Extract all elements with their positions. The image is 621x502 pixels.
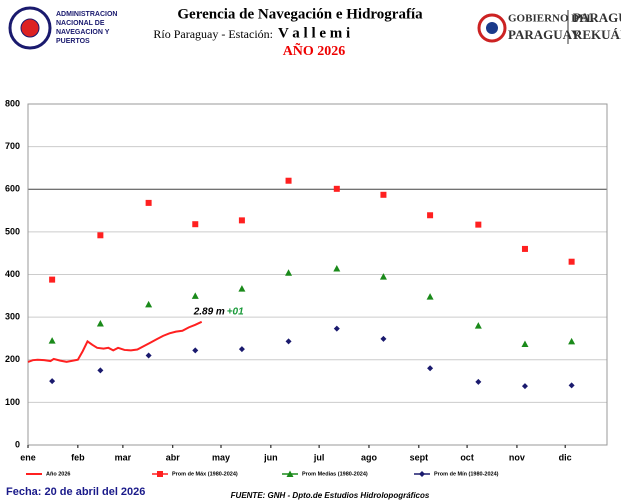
data-point	[521, 245, 528, 252]
legend-label: Prom Medias (1980-2024)	[302, 471, 368, 477]
data-point	[48, 337, 56, 344]
data-point	[238, 217, 245, 224]
station: V a l l e m i	[278, 25, 350, 41]
x-tick-label: nov	[509, 452, 525, 462]
gov-text: PARAGUAY	[508, 27, 581, 42]
x-tick-label: ago	[361, 452, 378, 462]
agency-text: Navegacion y	[56, 29, 110, 36]
data-point	[568, 382, 575, 389]
data-point	[568, 258, 575, 265]
x-tick-label: jun	[263, 452, 278, 462]
data-point	[333, 265, 341, 272]
data-point	[426, 293, 434, 300]
data-point	[568, 337, 576, 345]
x-tick-label: abr	[166, 452, 181, 462]
data-point	[191, 292, 199, 299]
legend-marker	[419, 471, 425, 477]
x-tick-label: oct	[460, 452, 474, 462]
y-tick-label: 200	[5, 354, 20, 364]
y-tick-label: 0	[15, 439, 20, 449]
legend-marker	[157, 471, 163, 477]
data-point	[475, 378, 482, 385]
x-tick-label: jul	[313, 452, 325, 462]
y-tick-label: 500	[5, 226, 20, 236]
data-point	[333, 325, 340, 332]
date: Fecha: 20 de abril del 2026	[6, 486, 145, 498]
x-tick-label: dic	[559, 452, 572, 462]
data-point	[238, 285, 246, 292]
data-point	[521, 383, 528, 390]
y-tick-label: 800	[5, 98, 20, 108]
data-point	[96, 320, 104, 327]
data-point	[192, 347, 199, 354]
agency-text: Administracion	[56, 11, 117, 18]
legend-label: Prom de Máx (1980-2024)	[172, 471, 238, 477]
data-point	[380, 191, 387, 198]
gov-text: REKUÁI	[573, 27, 621, 42]
data-point	[379, 273, 387, 280]
gov-text: PARAGUÁI	[573, 10, 621, 25]
agency-logo-core	[20, 18, 40, 38]
data-point	[285, 338, 292, 345]
data-point	[333, 185, 340, 192]
title: Gerencia de Navegación e Hidrografía	[177, 6, 423, 22]
agency-text: Puertos	[56, 38, 90, 45]
series-line	[27, 320, 203, 363]
data-point	[521, 340, 529, 347]
data-point	[285, 177, 292, 184]
legend-marker	[286, 470, 294, 477]
data-point	[238, 346, 245, 353]
data-point	[145, 300, 153, 308]
legend-label: Prom de Mín (1980-2024)	[434, 471, 499, 477]
data-point	[97, 232, 104, 239]
data-point	[427, 212, 434, 219]
chart: 0 100 200 300 400 500 600 700 800 ene feb mar abr may…	[5, 98, 608, 477]
data-point	[192, 221, 199, 228]
annotation: 2.89 m	[193, 306, 225, 317]
source: FUENTE: GNH - Dpto.de Estudios Hidrolopo…	[231, 491, 430, 500]
y-tick-label: 600	[5, 184, 20, 194]
y-tick-label: 400	[5, 269, 20, 279]
gov-logo-core	[486, 22, 498, 34]
x-tick-label: ene	[20, 452, 36, 462]
data-point	[49, 276, 56, 283]
x-tick-label: mar	[115, 452, 132, 462]
year: AÑO 2026	[283, 41, 346, 59]
x-tick-label: may	[212, 452, 230, 462]
data-point	[49, 378, 56, 385]
subtitle: Río Paraguay - Estación:	[153, 27, 273, 41]
y-tick-label: 700	[5, 141, 20, 151]
data-point	[285, 269, 293, 276]
data-point	[145, 352, 152, 359]
gov-text: GOBIERNO DEL	[508, 13, 594, 25]
legend-label: Año 2026	[46, 471, 70, 477]
data-point	[475, 221, 482, 228]
data-point	[145, 199, 152, 206]
data-point	[427, 365, 434, 372]
agency-text: Nacional de	[56, 20, 105, 27]
y-tick-label: 300	[5, 312, 20, 322]
annotation: +01	[227, 306, 244, 317]
y-tick-label: 100	[5, 397, 20, 407]
x-tick-label: feb	[71, 452, 85, 462]
x-tick-label: sept	[410, 452, 429, 462]
data-point	[380, 335, 387, 342]
data-point	[474, 322, 482, 329]
plot-frame	[27, 103, 608, 446]
data-point	[97, 367, 104, 374]
